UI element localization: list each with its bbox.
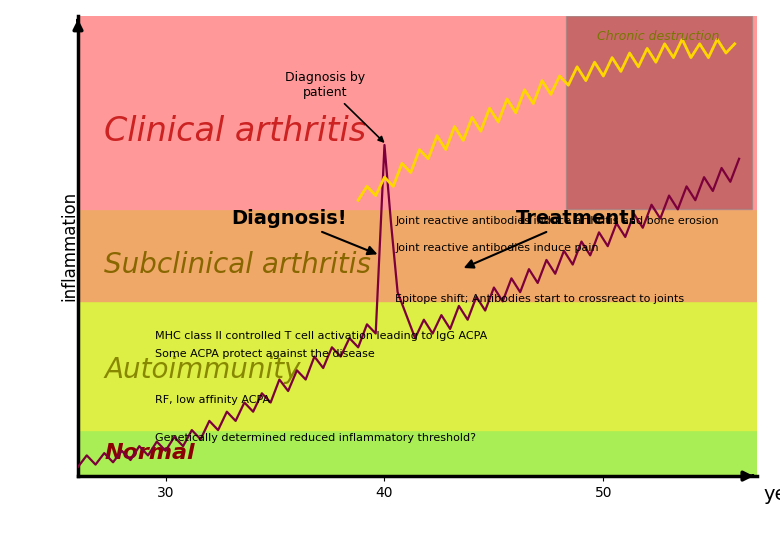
Text: Subclinical arthritis: Subclinical arthritis	[105, 250, 371, 279]
Text: Treatment!: Treatment!	[466, 209, 638, 268]
Text: Normal: Normal	[105, 443, 195, 463]
Text: Genetically determined reduced inflammatory threshold?: Genetically determined reduced inflammat…	[154, 433, 476, 444]
Text: Some ACPA protect against the disease: Some ACPA protect against the disease	[154, 349, 374, 359]
Text: Diagnosis by
patient: Diagnosis by patient	[285, 71, 383, 142]
Text: Clinical arthritis: Clinical arthritis	[105, 115, 367, 148]
Text: Epitope shift; Antibodies start to crossreact to joints: Epitope shift; Antibodies start to cross…	[395, 294, 685, 304]
Text: Joint reactive antibodies induce pain: Joint reactive antibodies induce pain	[395, 243, 599, 253]
Bar	[78, 430, 757, 476]
Text: inflammation: inflammation	[60, 191, 78, 301]
Text: Diagnosis!: Diagnosis!	[231, 209, 375, 254]
Bar	[78, 16, 757, 209]
Text: Autoimmunity: Autoimmunity	[105, 357, 301, 384]
Text: Chronic destruction: Chronic destruction	[597, 30, 719, 43]
Bar	[78, 301, 757, 430]
Bar	[566, 16, 752, 209]
Text: RF, low affinity ACPA: RF, low affinity ACPA	[154, 395, 270, 405]
Text: MHC class II controlled T cell activation leading to IgG ACPA: MHC class II controlled T cell activatio…	[154, 331, 487, 341]
Bar	[78, 209, 757, 301]
Text: years: years	[763, 485, 780, 504]
Text: Joint reactive antibodies induce arthritis and bone erosion: Joint reactive antibodies induce arthrit…	[395, 216, 719, 226]
